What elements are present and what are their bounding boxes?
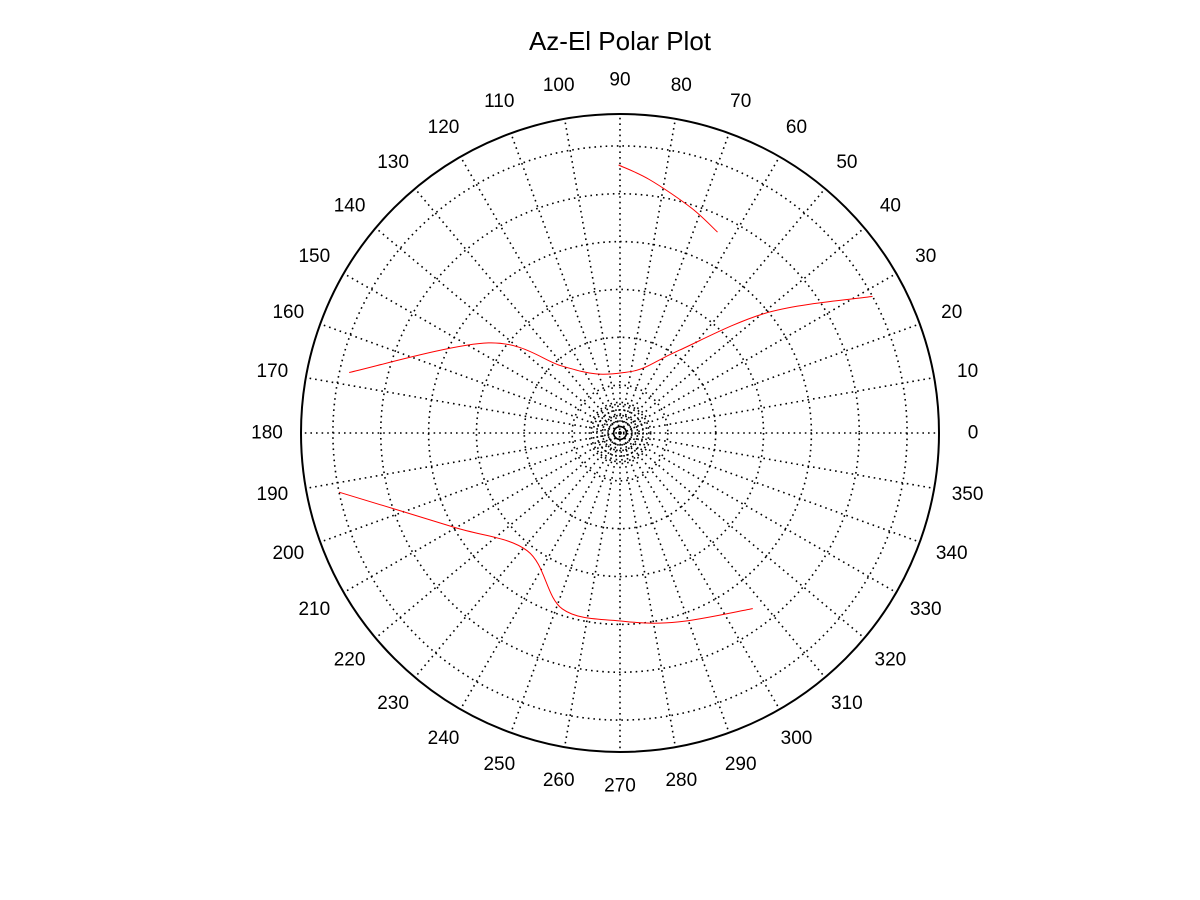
- angular-tick-label: 20: [941, 302, 962, 323]
- grid-ring: [475, 288, 765, 578]
- angular-tick-label: 120: [428, 117, 460, 138]
- angular-tick-label: 330: [910, 599, 942, 620]
- angular-tick-label: 230: [377, 693, 409, 714]
- grid-ring: [379, 192, 861, 674]
- angular-tick-label: 0: [968, 423, 979, 444]
- angular-tick-label: 280: [665, 770, 697, 791]
- angular-tick-label: 30: [915, 246, 936, 267]
- plot-area: 0 10 20 30 40 50 60 70 80 90 100 110 120 130 140 150 160…: [251, 70, 983, 797]
- grid-ring: [603, 416, 637, 450]
- angular-tick-label: 180: [251, 423, 283, 444]
- grid-ring: [600, 413, 640, 453]
- angular-tick-label: 270: [604, 776, 636, 797]
- angular-tick-label: 200: [272, 543, 304, 564]
- angular-tick-label: 60: [786, 117, 807, 138]
- angular-tick-label: 110: [484, 91, 514, 112]
- grid-ring: [615, 428, 625, 438]
- angular-tick-label: 340: [936, 543, 968, 564]
- angular-tick-label: 130: [377, 152, 409, 173]
- angular-tick-label: 40: [880, 196, 901, 217]
- angular-tick-label: 150: [298, 246, 330, 267]
- angular-tick-label: 250: [483, 754, 515, 775]
- grid-ring: [592, 405, 648, 461]
- angular-tick-label: 50: [836, 152, 857, 173]
- angular-tick-label: 10: [957, 361, 978, 382]
- angular-tick-label: 210: [298, 599, 330, 620]
- angular-tick-label: 90: [609, 70, 630, 91]
- series-line-segment: [618, 164, 718, 233]
- angular-tick-label: 310: [831, 693, 863, 714]
- angular-tick-label: 170: [257, 361, 289, 382]
- angular-tick-label: 160: [272, 302, 304, 323]
- series-line-segment: [349, 295, 873, 375]
- angular-tick-label: 350: [952, 484, 984, 505]
- series-line-segment: [338, 491, 753, 624]
- angular-tick-label: 320: [875, 649, 907, 670]
- grid-ring: [588, 401, 652, 465]
- angular-tick-label: 70: [730, 91, 751, 112]
- grid-ring: [611, 424, 629, 442]
- angular-tick-label: 100: [543, 75, 575, 96]
- angular-tick-label: 80: [671, 75, 692, 96]
- angular-tick-label: 290: [725, 754, 757, 775]
- grid-ring: [571, 384, 669, 482]
- angular-tick-label: 300: [781, 728, 813, 749]
- chart-title: Az-El Polar Plot: [529, 26, 712, 56]
- angular-tick-label: 140: [334, 196, 366, 217]
- angular-tick-label: 190: [257, 484, 289, 505]
- angular-tick-label: 240: [428, 728, 460, 749]
- angular-tick-label: 260: [543, 770, 575, 791]
- angular-tick-label: 220: [334, 649, 366, 670]
